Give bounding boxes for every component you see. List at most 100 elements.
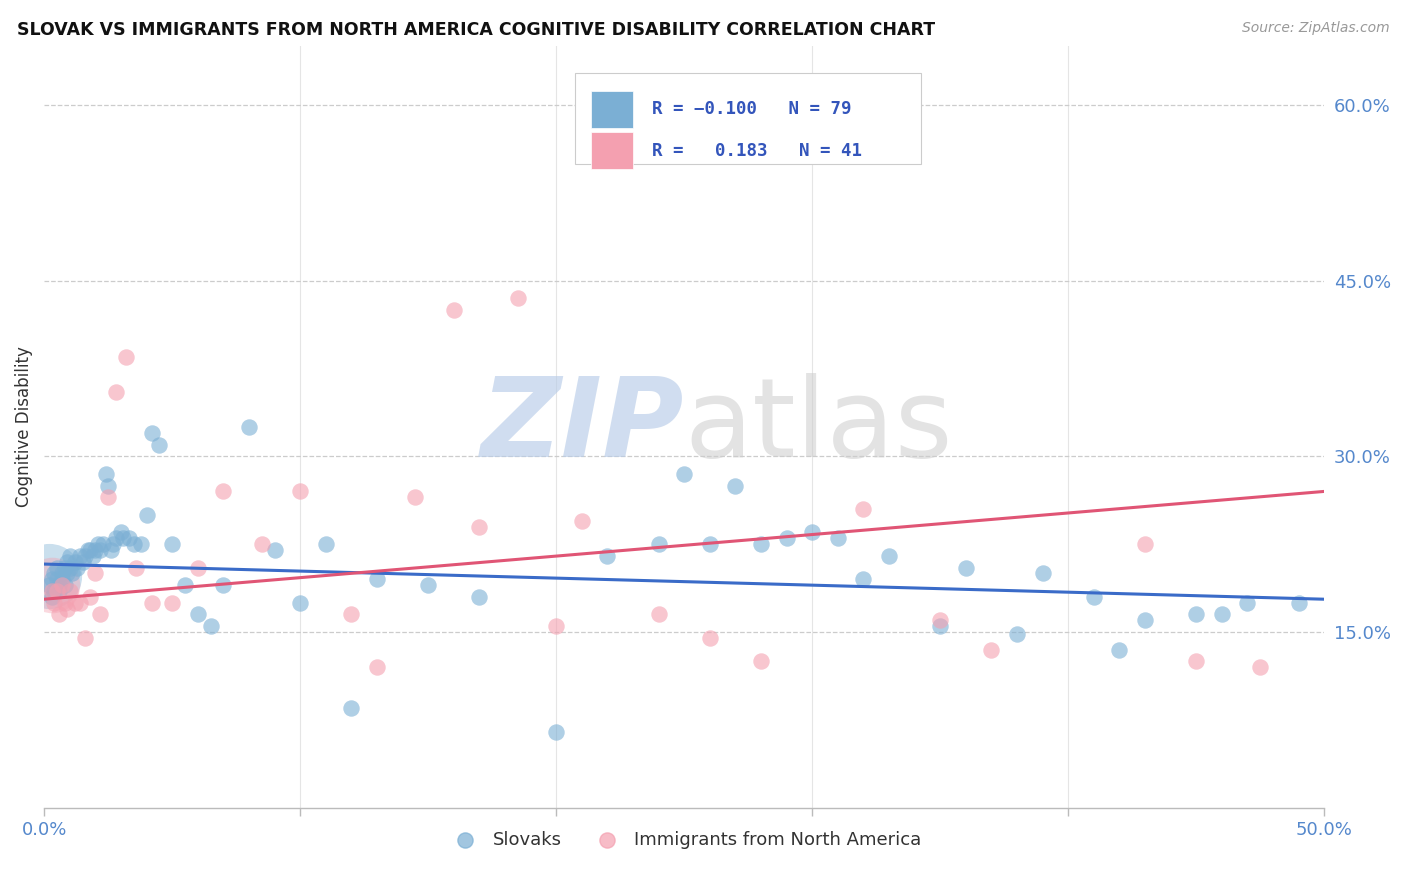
Point	[53, 596, 76, 610]
Point	[63, 596, 86, 610]
Point	[97, 490, 120, 504]
Point	[125, 560, 148, 574]
Point	[48, 584, 70, 599]
Point	[59, 549, 82, 563]
Point	[699, 631, 721, 645]
Point	[48, 607, 70, 622]
Point	[238, 420, 260, 434]
Point	[75, 631, 97, 645]
Point	[647, 607, 669, 622]
Bar	[591, 91, 633, 128]
Point	[104, 531, 127, 545]
Point	[131, 537, 153, 551]
Point	[443, 302, 465, 317]
Point	[1185, 607, 1208, 622]
Point	[148, 437, 170, 451]
Point	[571, 514, 593, 528]
Point	[44, 584, 66, 599]
Point	[1133, 613, 1156, 627]
Point	[91, 537, 114, 551]
Point	[41, 584, 63, 599]
Point	[929, 613, 952, 627]
Point	[110, 525, 132, 540]
Point	[160, 596, 183, 610]
Point	[84, 566, 107, 581]
Point	[69, 596, 91, 610]
Point	[468, 519, 491, 533]
Point	[749, 654, 772, 668]
Point	[1083, 590, 1105, 604]
Point	[117, 531, 139, 545]
Point	[59, 584, 82, 599]
Point	[38, 568, 60, 582]
Point	[546, 724, 568, 739]
Point	[100, 543, 122, 558]
Point	[852, 572, 875, 586]
Bar	[591, 132, 633, 169]
Point	[187, 607, 209, 622]
Point	[416, 578, 439, 592]
Point	[66, 560, 89, 574]
Point	[56, 566, 79, 581]
Point	[775, 531, 797, 545]
Point	[288, 596, 311, 610]
Point	[75, 549, 97, 563]
Point	[59, 560, 82, 574]
Point	[749, 537, 772, 551]
Point	[51, 572, 73, 586]
Point	[596, 549, 619, 563]
Point	[212, 484, 235, 499]
Point	[141, 425, 163, 440]
Point	[69, 549, 91, 563]
Point	[84, 543, 107, 558]
Point	[250, 537, 273, 551]
Point	[82, 549, 104, 563]
Point	[1133, 537, 1156, 551]
Point	[45, 560, 67, 574]
Point	[135, 508, 157, 522]
Point	[44, 596, 66, 610]
Point	[41, 578, 63, 592]
Point	[41, 590, 63, 604]
Point	[1236, 596, 1258, 610]
Point	[160, 537, 183, 551]
Point	[174, 578, 197, 592]
Point	[103, 537, 125, 551]
Point	[79, 590, 101, 604]
Text: ZIP: ZIP	[481, 374, 685, 481]
Point	[87, 537, 110, 551]
Point	[724, 478, 747, 492]
Point	[955, 560, 977, 574]
Point	[263, 543, 285, 558]
Point	[366, 572, 388, 586]
Point	[45, 584, 67, 599]
Point	[546, 619, 568, 633]
Text: Source: ZipAtlas.com: Source: ZipAtlas.com	[1241, 21, 1389, 36]
Point	[699, 537, 721, 551]
Point	[141, 596, 163, 610]
Point	[63, 555, 86, 569]
Point	[1211, 607, 1233, 622]
Y-axis label: Cognitive Disability: Cognitive Disability	[15, 347, 32, 508]
Point	[115, 350, 138, 364]
Point	[1108, 642, 1130, 657]
Point	[1005, 627, 1028, 641]
Point	[506, 291, 529, 305]
Point	[404, 490, 426, 504]
Point	[104, 384, 127, 399]
Point	[76, 543, 98, 558]
Point	[89, 607, 111, 622]
Point	[41, 572, 63, 586]
Point	[200, 619, 222, 633]
Point	[340, 701, 363, 715]
Point	[647, 537, 669, 551]
Point	[212, 578, 235, 592]
FancyBboxPatch shape	[575, 73, 921, 164]
Point	[468, 590, 491, 604]
Text: SLOVAK VS IMMIGRANTS FROM NORTH AMERICA COGNITIVE DISABILITY CORRELATION CHART: SLOVAK VS IMMIGRANTS FROM NORTH AMERICA …	[17, 21, 935, 39]
Point	[53, 560, 76, 574]
Point	[288, 484, 311, 499]
Point	[980, 642, 1002, 657]
Point	[315, 537, 337, 551]
Point	[122, 537, 145, 551]
